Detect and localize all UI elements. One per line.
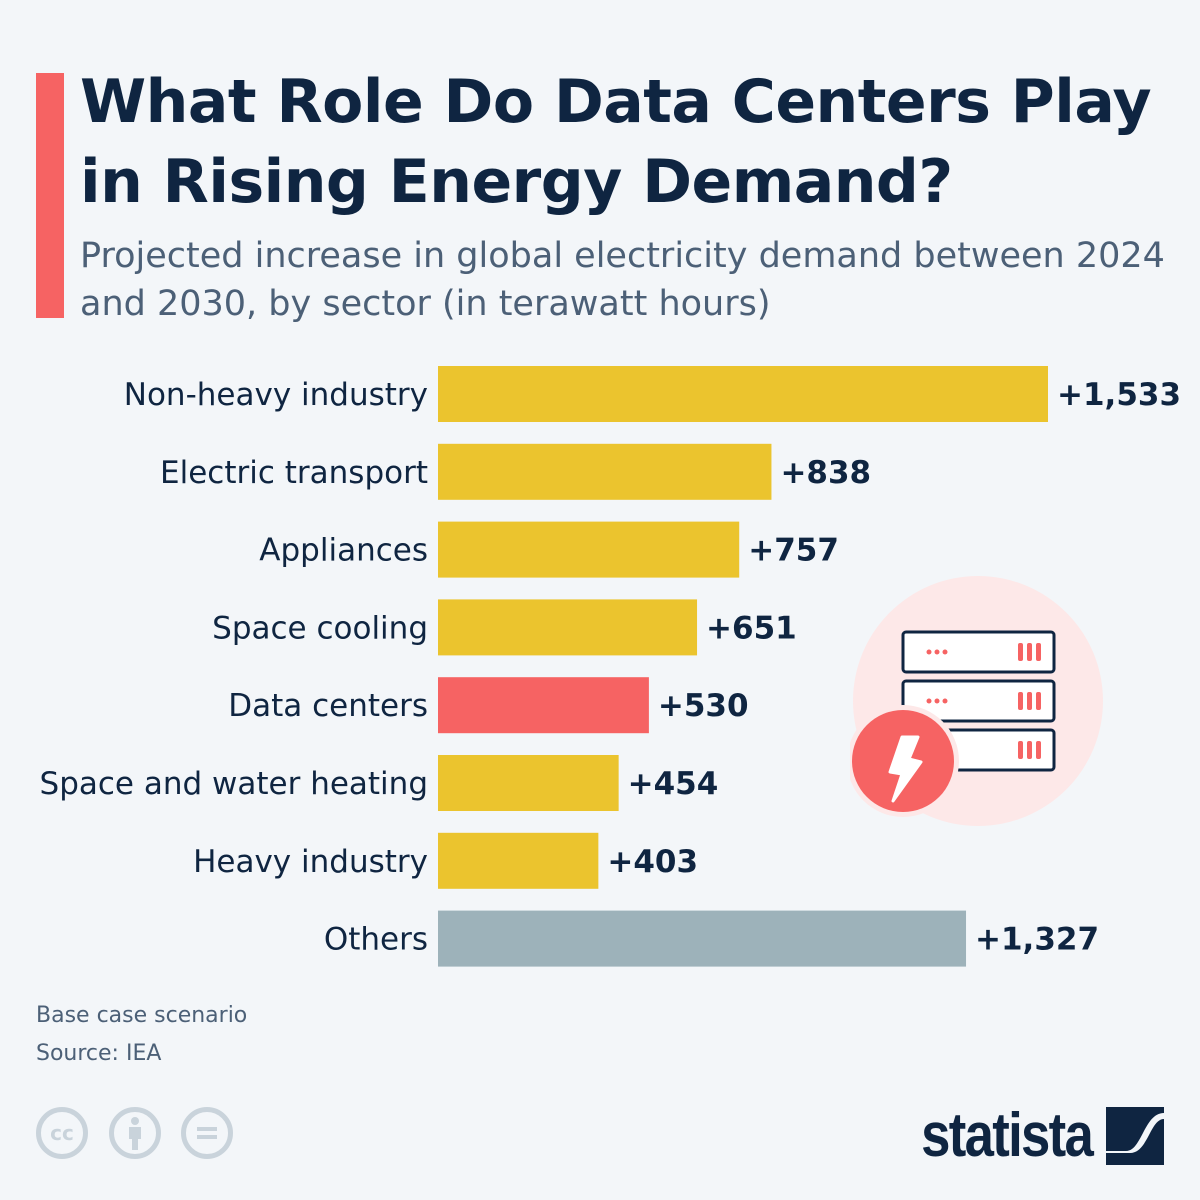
value-label: +1,533: [1057, 377, 1181, 413]
statista-logo: statista: [891, 1100, 1164, 1171]
category-label: Data centers: [228, 688, 428, 724]
bar-others: [438, 910, 967, 967]
category-label: Appliances: [259, 533, 428, 569]
category-label: Non-heavy industry: [124, 377, 428, 413]
value-label: +530: [658, 688, 749, 724]
statista-wordmark: statista: [921, 1101, 1094, 1170]
chart-title: What Role Do Data Centers Play in Rising…: [80, 67, 1152, 217]
bar-electric-transport: [438, 443, 772, 500]
chart-subtitle: Projected increase in global electricity…: [80, 236, 1165, 324]
value-label: +403: [607, 844, 698, 880]
category-label: Heavy industry: [193, 844, 428, 880]
bar-space-cooling: [438, 599, 698, 656]
scenario-note: Base case scenario: [36, 1003, 248, 1028]
creative-commons-icon: cc: [36, 1107, 88, 1159]
bar-chart: Non-heavy industry +1,533 Electric transpo…: [40, 366, 1181, 967]
value-label: +838: [780, 455, 871, 491]
source-note: Source: IEA: [36, 1041, 162, 1066]
category-label: Space cooling: [212, 610, 428, 646]
no-derivatives-icon: [181, 1107, 233, 1159]
bar-space-and-water-heating: [438, 755, 619, 811]
bar-non-heavy-industry: [438, 366, 1048, 422]
value-label: +1,327: [975, 922, 1099, 958]
value-label: +757: [748, 533, 839, 569]
statista-logo-mark: [1106, 1106, 1164, 1165]
bar-appliances: [438, 521, 740, 578]
category-label: Space and water heating: [40, 766, 428, 802]
server-rack-icon: [850, 576, 1103, 826]
bar-data-centers: [438, 677, 649, 734]
title-accent-bar: [36, 73, 64, 318]
category-label: Electric transport: [160, 455, 428, 491]
category-label: Others: [324, 922, 428, 958]
attribution-icon: [109, 1107, 161, 1159]
value-label: +454: [628, 766, 719, 802]
value-label: +651: [706, 610, 797, 646]
bar-heavy-industry: [438, 832, 599, 889]
cc-text: cc: [50, 1121, 74, 1145]
